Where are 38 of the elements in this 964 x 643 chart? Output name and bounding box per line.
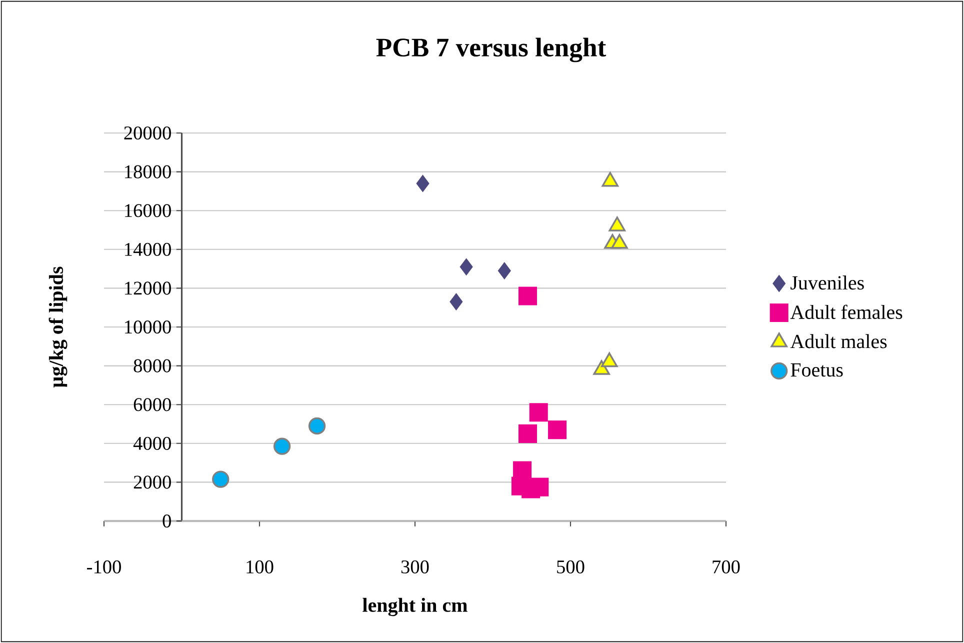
point (273, 438, 291, 455)
point (212, 470, 230, 488)
point (611, 234, 628, 249)
chart-title: PCB 7 versus lenght (376, 38, 606, 62)
y-tick-label: 2000 (134, 476, 171, 489)
y-tick-label: 12000 (125, 282, 171, 295)
x-tick-label: 100 (246, 560, 274, 574)
legend-label: Adult males (790, 334, 887, 348)
y-axis-title: µg/kg of lipids (48, 266, 68, 388)
x-tick-label: 300 (401, 560, 429, 574)
y-tick-label: 14000 (125, 242, 171, 256)
point (608, 216, 626, 232)
point (602, 172, 619, 187)
legend-label: Foetus (790, 363, 843, 377)
x-tick-label: 500 (557, 560, 584, 574)
point (416, 175, 430, 192)
point (530, 478, 549, 496)
point (518, 286, 538, 306)
point (450, 294, 463, 310)
y-tick-label: 6000 (134, 398, 171, 412)
point (548, 420, 567, 440)
point (460, 258, 473, 276)
point (498, 262, 511, 279)
y-tick-label: 10000 (125, 320, 171, 334)
y-tick-label: 8000 (134, 359, 171, 372)
x-tick-label: 700 (712, 560, 740, 574)
point (518, 424, 538, 443)
y-tick-label: 18000 (125, 165, 171, 178)
legend-label: Adult females (790, 304, 902, 320)
y-tick-label: 0 (162, 514, 171, 528)
y-tick-label: 16000 (125, 204, 171, 218)
x-tick-label: -100 (86, 560, 121, 574)
point (308, 417, 326, 435)
point (529, 403, 548, 422)
y-tick-label: 4000 (133, 436, 171, 450)
y-tick-label: 20000 (124, 126, 171, 140)
legend-label: Juveniles (790, 276, 864, 290)
x-axis-title: lenght in cm (362, 598, 468, 616)
